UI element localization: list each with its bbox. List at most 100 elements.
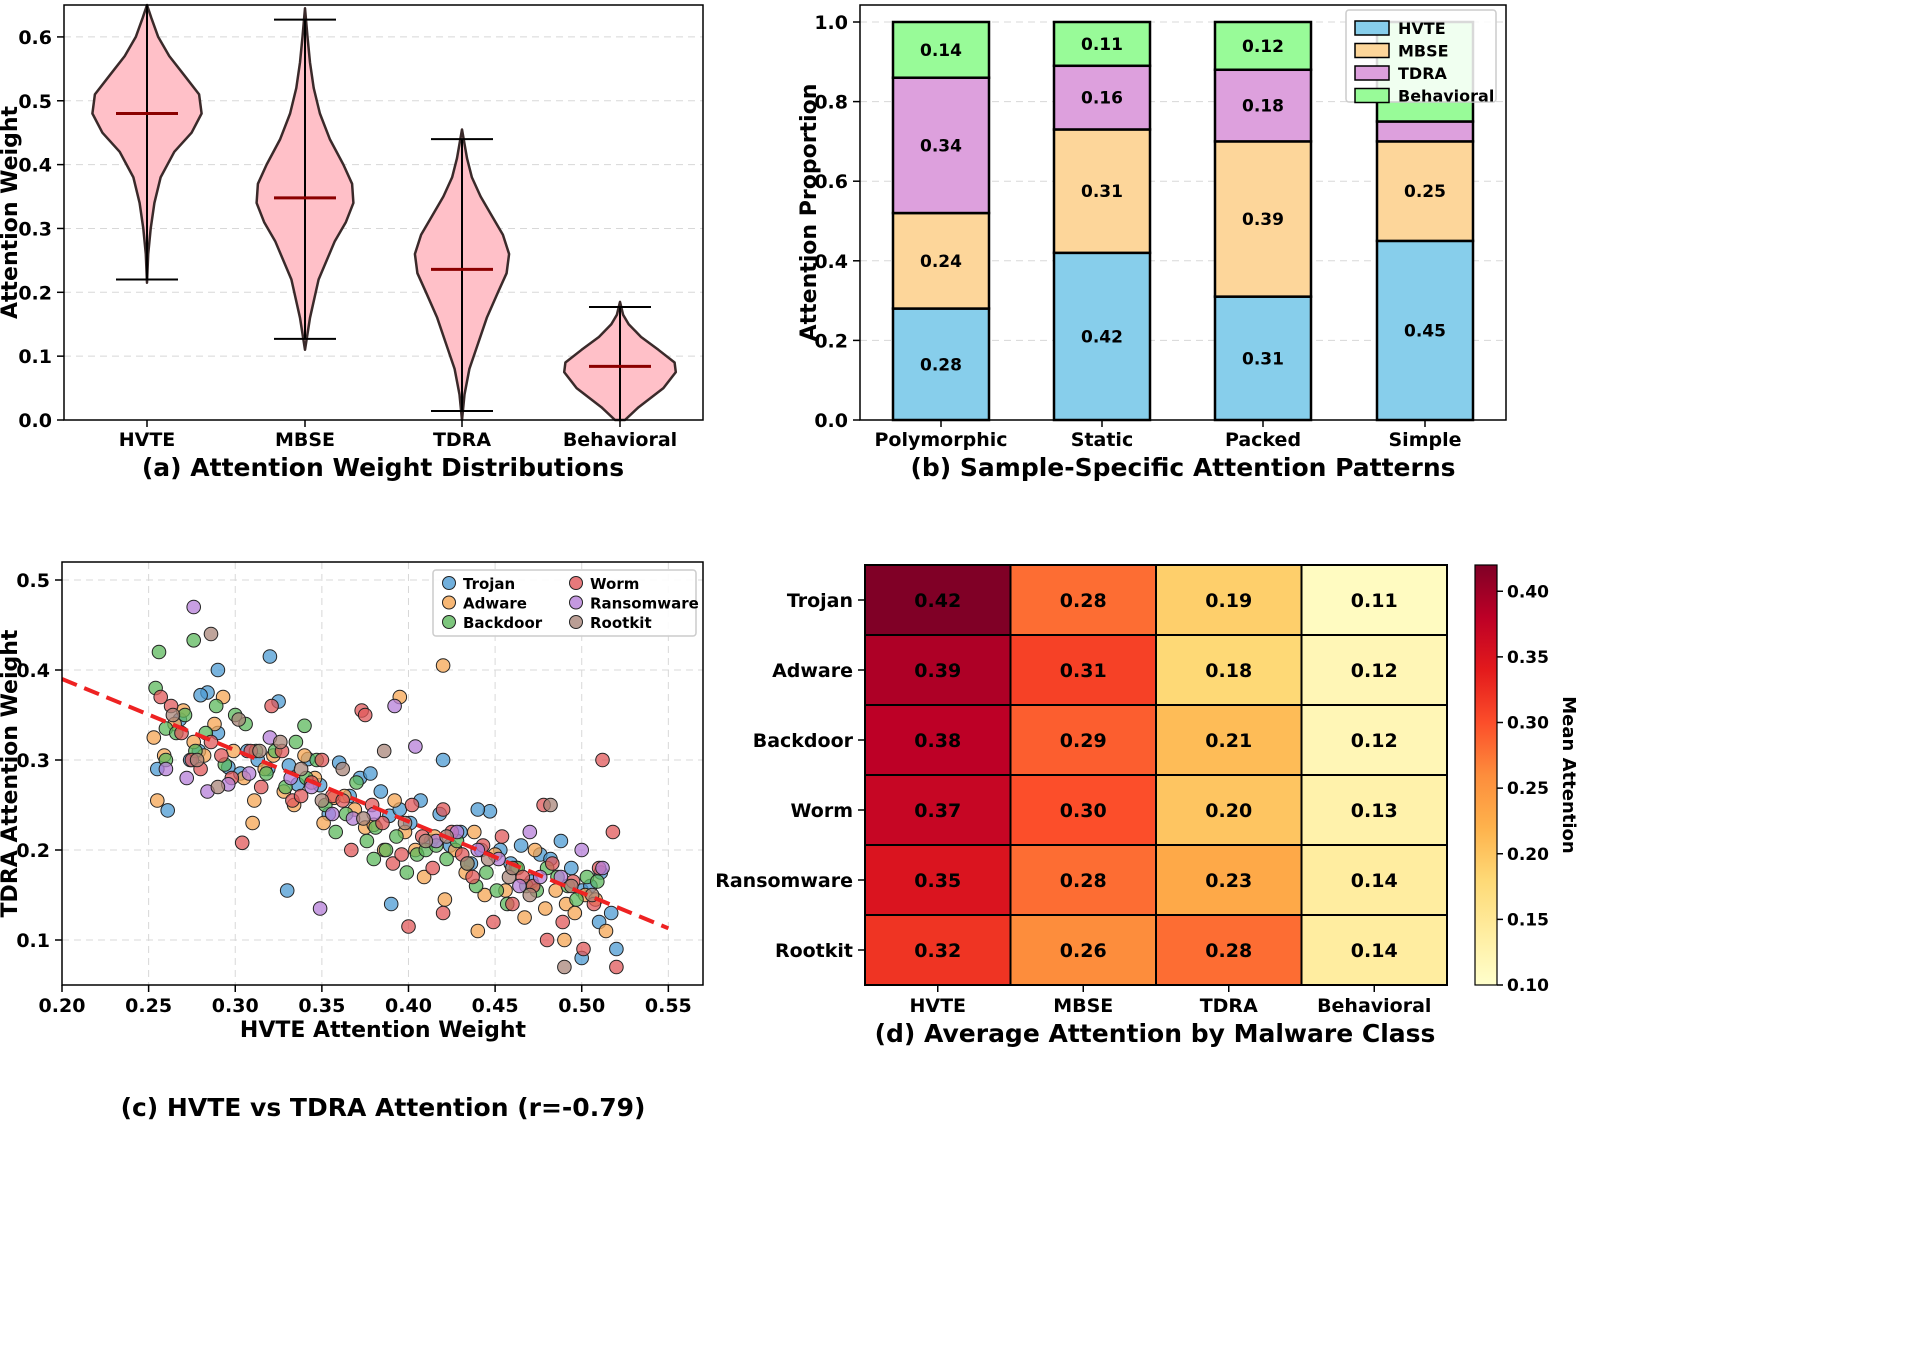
legend-swatch: [1354, 42, 1390, 59]
bar-value-label: 0.42: [1081, 327, 1123, 347]
x-tick-label: TDRA: [433, 429, 491, 451]
scatter-point-adware: [527, 842, 543, 858]
bar-segment-tdra: [1375, 120, 1475, 143]
heatmap-value-label: 0.23: [1205, 870, 1252, 892]
scatter-point-worm: [539, 932, 555, 948]
x-tick-label: 0.40: [385, 995, 432, 1017]
heatmap-cell: [1300, 704, 1448, 776]
heatmap-cell: [1300, 564, 1448, 636]
scatter-point-backdoor: [590, 874, 605, 889]
scatter-point-backdoor: [439, 851, 454, 867]
bar-value-label: 0.18: [1242, 97, 1284, 117]
legend-frame: [432, 569, 697, 637]
scatter-point-ransomware: [325, 806, 340, 822]
scatter-point-adware: [245, 815, 260, 831]
y-tick-label: 0.6: [814, 171, 848, 193]
legend-swatch: [1354, 65, 1390, 81]
scatter-point-adware: [538, 901, 553, 916]
heatmap-cell: [864, 704, 1012, 776]
bar-segment-hvte: [1375, 239, 1475, 422]
y-tick-label: 0.4: [16, 660, 50, 682]
chart-title: (b) Sample-Specific Attention Patterns: [910, 453, 1455, 482]
heatmap-value-label: 0.28: [1205, 940, 1252, 962]
x-tick-label: Behavioral: [563, 429, 677, 451]
x-tick-label: 0.30: [212, 995, 259, 1017]
heatmap-cell: [1155, 844, 1303, 916]
scatter-point-ransomware: [312, 901, 328, 916]
x-tick-label: Polymorphic: [875, 429, 1008, 451]
bar-value-label: 0.14: [920, 41, 962, 61]
scatter-point-rootkit: [522, 887, 538, 903]
scatter-point-adware: [598, 923, 614, 939]
y-tick-label: Backdoor: [753, 730, 854, 752]
scatter-point-worm: [153, 689, 168, 705]
scatter-point-worm: [505, 896, 520, 912]
x-axis-label: HVTE Attention Weight: [240, 1018, 527, 1043]
x-tick-label: Packed: [1225, 429, 1301, 451]
y-tick-label: 0.0: [814, 410, 848, 432]
scatter-point-rootkit: [376, 743, 392, 759]
heatmap-cell: [1155, 634, 1303, 706]
scatter-point-adware: [146, 730, 162, 745]
bar-value-label: 0.24: [920, 252, 962, 272]
y-tick-label: 0.2: [814, 330, 848, 352]
scatter-point-trojan: [603, 905, 619, 921]
plot-frame: [63, 4, 704, 421]
bar-value-label: 0.28: [920, 355, 962, 375]
scatter-point-worm: [394, 847, 409, 862]
legend-marker: [442, 576, 456, 590]
scatter-point-worm: [344, 842, 359, 858]
scatter-point-worm: [555, 914, 571, 930]
heatmap-value-label: 0.14: [1351, 870, 1398, 892]
scatter-point-backdoor: [569, 892, 584, 907]
scatter-point-backdoor: [177, 707, 193, 723]
bar-value-label: 0.31: [1242, 349, 1284, 369]
x-tick-label: MBSE: [1053, 995, 1113, 1017]
colorbar-tick-label: 0.15: [1507, 910, 1549, 930]
y-tick-label: 0.4: [18, 155, 52, 177]
heatmap-value-label: 0.14: [1351, 940, 1398, 962]
scatter-point-adware: [435, 658, 451, 673]
colorbar-tick-label: 0.40: [1507, 582, 1549, 602]
scatter-point-ransomware: [522, 824, 538, 840]
bar-value-label: 0.11: [1081, 35, 1123, 55]
legend-marker: [569, 615, 583, 629]
scatter-point-trojan: [482, 804, 498, 819]
scatter-point-ransomware: [408, 739, 423, 754]
scatter-point-ransomware: [158, 761, 174, 777]
x-tick-label: TDRA: [1200, 995, 1258, 1017]
y-tick-label: 0.2: [18, 282, 52, 304]
chart-d: 0.42 0.28 0.19 0.11 0.39 0.31 0.18 0.12 0.38 0.29…: [715, 564, 1579, 1048]
y-tick-label: 0.0: [18, 410, 52, 432]
heatmap-cell: [864, 774, 1012, 846]
scatter-point-rootkit: [293, 761, 309, 777]
bar-value-label: 0.12: [1242, 37, 1284, 57]
scatter-point-rootkit: [210, 779, 226, 795]
scatter-point-worm: [609, 959, 624, 975]
scatter-point-backdoor: [259, 766, 274, 781]
heatmap-cell: [1155, 914, 1303, 986]
bar-segment-behavioral: [891, 20, 991, 79]
scatter-point-adware: [517, 910, 532, 925]
bar-value-label: 0.31: [1081, 182, 1123, 202]
scatter-point-adware: [470, 923, 486, 939]
scatter-point-trojan: [383, 896, 399, 912]
legend-label: Adware: [463, 595, 527, 613]
scatter-point-rootkit: [203, 626, 219, 642]
scatter-point-backdoor: [151, 644, 167, 660]
scatter-point-rootkit: [356, 811, 371, 826]
x-tick-label: Simple: [1389, 429, 1462, 451]
scatter-point-ransomware: [241, 766, 257, 781]
colorbar-tick-label: 0.20: [1507, 845, 1549, 865]
scatter-point-worm: [214, 748, 229, 763]
legend-label: Behavioral: [1398, 87, 1494, 106]
y-axis-label: TDRA Attention Weight: [0, 629, 23, 917]
scatter-point-trojan: [160, 803, 175, 818]
scatter-point-trojan: [210, 662, 226, 678]
scatter-point-adware: [437, 892, 453, 907]
legend: HVTE MBSE TDRA Behavioral: [1345, 9, 1497, 106]
y-tick-label: 1.0: [814, 12, 848, 34]
legend-label: Worm: [590, 575, 639, 593]
heatmap-value-label: 0.21: [1205, 730, 1252, 752]
scatter-point-backdoor: [328, 824, 344, 840]
